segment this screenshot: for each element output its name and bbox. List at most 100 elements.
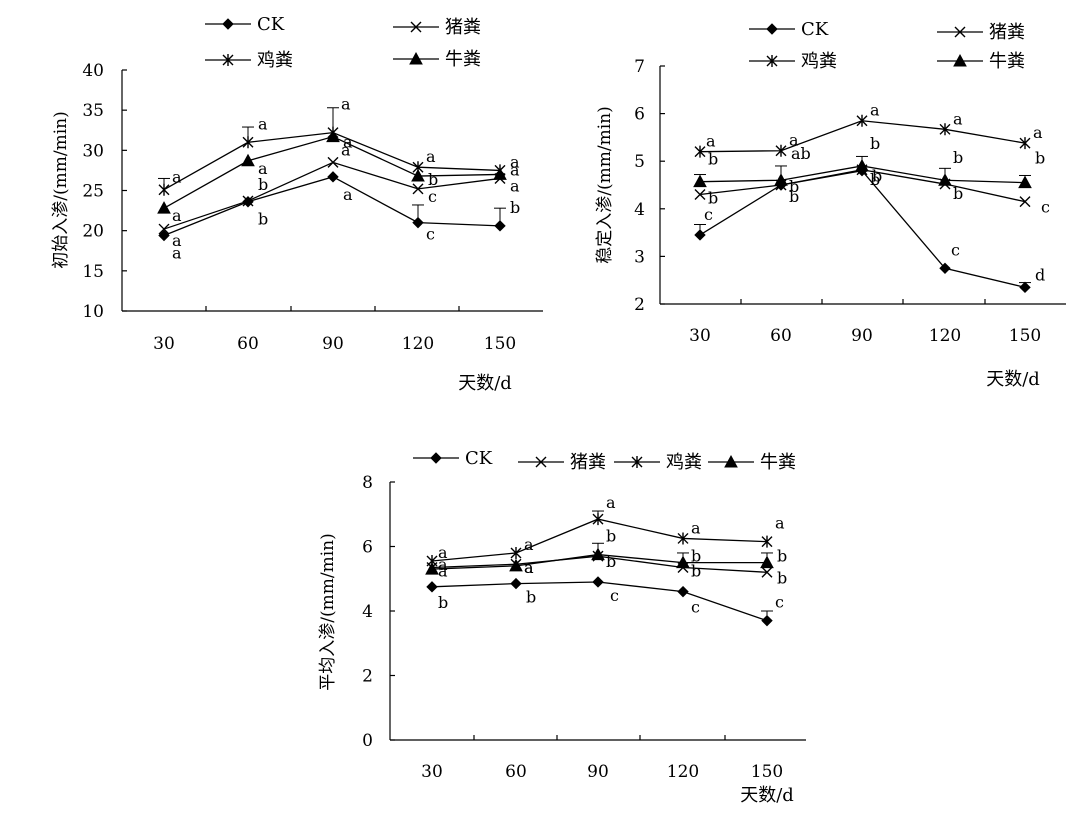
chart-1-significance-letter: b — [428, 170, 438, 189]
chart-2-point — [694, 189, 706, 201]
chart-2-point — [774, 173, 788, 186]
chart-3-significance-letter: b — [606, 552, 616, 571]
chart-1-y-tick-label: 15 — [82, 262, 104, 282]
chart-1-legend-marker — [222, 18, 234, 30]
chart-1-significance-letter: a — [510, 160, 520, 179]
chart-1-legend-label: 牛粪 — [445, 49, 481, 70]
chart-1-series-x: a b a c a — [158, 140, 520, 250]
chart-1-point — [411, 168, 425, 182]
chart-1-point — [158, 223, 170, 235]
chart-3-legend-marker — [535, 456, 547, 468]
chart-1-y-tick-label: 35 — [82, 101, 104, 121]
chart-3-point — [509, 558, 523, 572]
chart-1-point — [242, 195, 254, 207]
chart-2-x-tick-label: 30 — [689, 326, 711, 346]
chart-3-significance-letter: a — [606, 493, 616, 512]
chart-3-significance-letter: a — [438, 561, 448, 580]
chart-1-significance-letter: a — [510, 176, 520, 195]
chart-3-legend-label: 牛粪 — [760, 452, 796, 473]
chart-3-point — [592, 513, 604, 526]
chart-1-series-diamond: a b a c b — [158, 171, 520, 262]
chart-1-point — [158, 229, 170, 242]
chart-2-legend-marker — [954, 26, 966, 38]
chart-2-y-tick-label: 2 — [634, 295, 645, 315]
chart-3-significance-letter: b — [606, 527, 616, 546]
chart-3-y-tick-label: 2 — [362, 667, 373, 687]
chart-2-significance-letter: c — [704, 205, 713, 224]
chart-2-y-tick-label: 4 — [634, 200, 645, 220]
chart-1-significance-letter: a — [172, 168, 182, 187]
chart-3-point — [761, 614, 773, 627]
chart-3-y-tick-label: 0 — [362, 731, 373, 751]
chart-2-x-tick-label: 90 — [851, 326, 873, 346]
chart-1-significance-letter: a — [343, 185, 353, 204]
chart-3-significance-letter: b — [691, 547, 701, 566]
chart-1-significance-letter: a — [341, 140, 351, 159]
chart-1-significance-letter: a — [172, 206, 182, 225]
chart-3-significance-letter: c — [610, 586, 619, 605]
chart-2-y-axis-title: 稳定入渗/(mm/min) — [595, 106, 615, 263]
chart-3-legend-item: 牛粪 — [708, 452, 796, 473]
chart-3-significance-letter: b — [777, 568, 787, 587]
chart-2-legend-item: CK — [749, 19, 829, 40]
chart-2-significance-letter: c — [1041, 198, 1050, 217]
chart-1-y-tick-label: 10 — [82, 302, 104, 322]
chart-2-legend-label: 牛粪 — [989, 51, 1025, 72]
chart-2-significance-letter: ab — [791, 144, 811, 163]
chart-2-point — [856, 114, 868, 127]
chart-1-legend-item: 猪粪 — [393, 17, 481, 38]
chart-3-significance-letter: a — [438, 555, 448, 574]
chart-1-significance-letter: a — [341, 95, 351, 114]
chart-1-significance-letter: c — [426, 225, 435, 244]
chart-1-x-tick-label: 30 — [153, 334, 175, 354]
chart-3-significance-letter: b — [526, 588, 536, 607]
chart-3-significance-letter: b — [777, 547, 787, 566]
chart-3-x-axis-title: 天数/d — [740, 785, 794, 806]
chart-1-legend-label: 猪粪 — [445, 17, 481, 38]
chart-2-significance-letter: b — [953, 148, 963, 167]
chart-1-point — [242, 136, 254, 149]
chart-3-point — [761, 566, 773, 578]
chart-3-significance-letter: c — [775, 593, 784, 612]
chart-2-y-tick-label: 7 — [634, 57, 645, 77]
chart-2-y-tick-label: 6 — [634, 105, 645, 125]
chart-3-point — [677, 532, 689, 545]
chart-2-point — [1018, 175, 1032, 189]
chart-1-legend-marker — [409, 51, 423, 65]
chart-2-significance-letter: b — [708, 150, 718, 169]
chart-2-significance-letter: a — [953, 109, 963, 128]
chart-1-significance-letter: a — [172, 243, 182, 262]
chart-3-point — [591, 547, 605, 561]
chart-3-point — [761, 535, 773, 548]
chart-1-significance-letter: a — [258, 114, 268, 133]
chart-1-significance-letter: b — [258, 175, 268, 194]
chart-3-x-tick-label: 150 — [751, 762, 783, 782]
chart-2-y-tick-label: 5 — [634, 152, 645, 172]
chart-2-significance-letter: a — [789, 131, 799, 150]
chart-2-significance-letter: b — [870, 170, 880, 189]
chart-2-significance-letter: c — [951, 240, 960, 259]
chart-3-x-tick-label: 30 — [421, 762, 443, 782]
chart-2-point — [694, 145, 706, 158]
chart-2-legend-label: 猪粪 — [989, 22, 1025, 43]
chart-2-x-axis-title: 天数/d — [986, 369, 1040, 390]
chart-2-point — [1019, 281, 1031, 294]
chart-3-legend-item: 猪粪 — [518, 452, 606, 473]
chart-3-x-tick-label: 120 — [667, 762, 699, 782]
chart-3-y-tick-label: 8 — [362, 473, 373, 493]
chart-1-point — [327, 156, 339, 168]
chart-1-legend-item: 牛粪 — [393, 49, 481, 70]
chart-2-point — [694, 229, 706, 241]
chart-1-legend-item: CK — [205, 14, 285, 35]
chart-1-series-line — [163, 176, 501, 237]
chart-3-significance-letter: a — [775, 514, 785, 533]
chart-1-significance-letter: b — [258, 210, 268, 229]
chart-3-legend-label: 鸡粪 — [666, 452, 702, 473]
chart-1-y-tick-label: 25 — [82, 182, 104, 202]
chart-1-x-axis-title: 天数/d — [458, 373, 512, 394]
chart-3-point — [592, 576, 604, 588]
chart-2-legend-label: CK — [801, 19, 829, 40]
chart-3-y-axis-title: 平均入渗/(mm/min) — [318, 533, 338, 690]
chart-1-significance-letter: a — [172, 231, 182, 250]
